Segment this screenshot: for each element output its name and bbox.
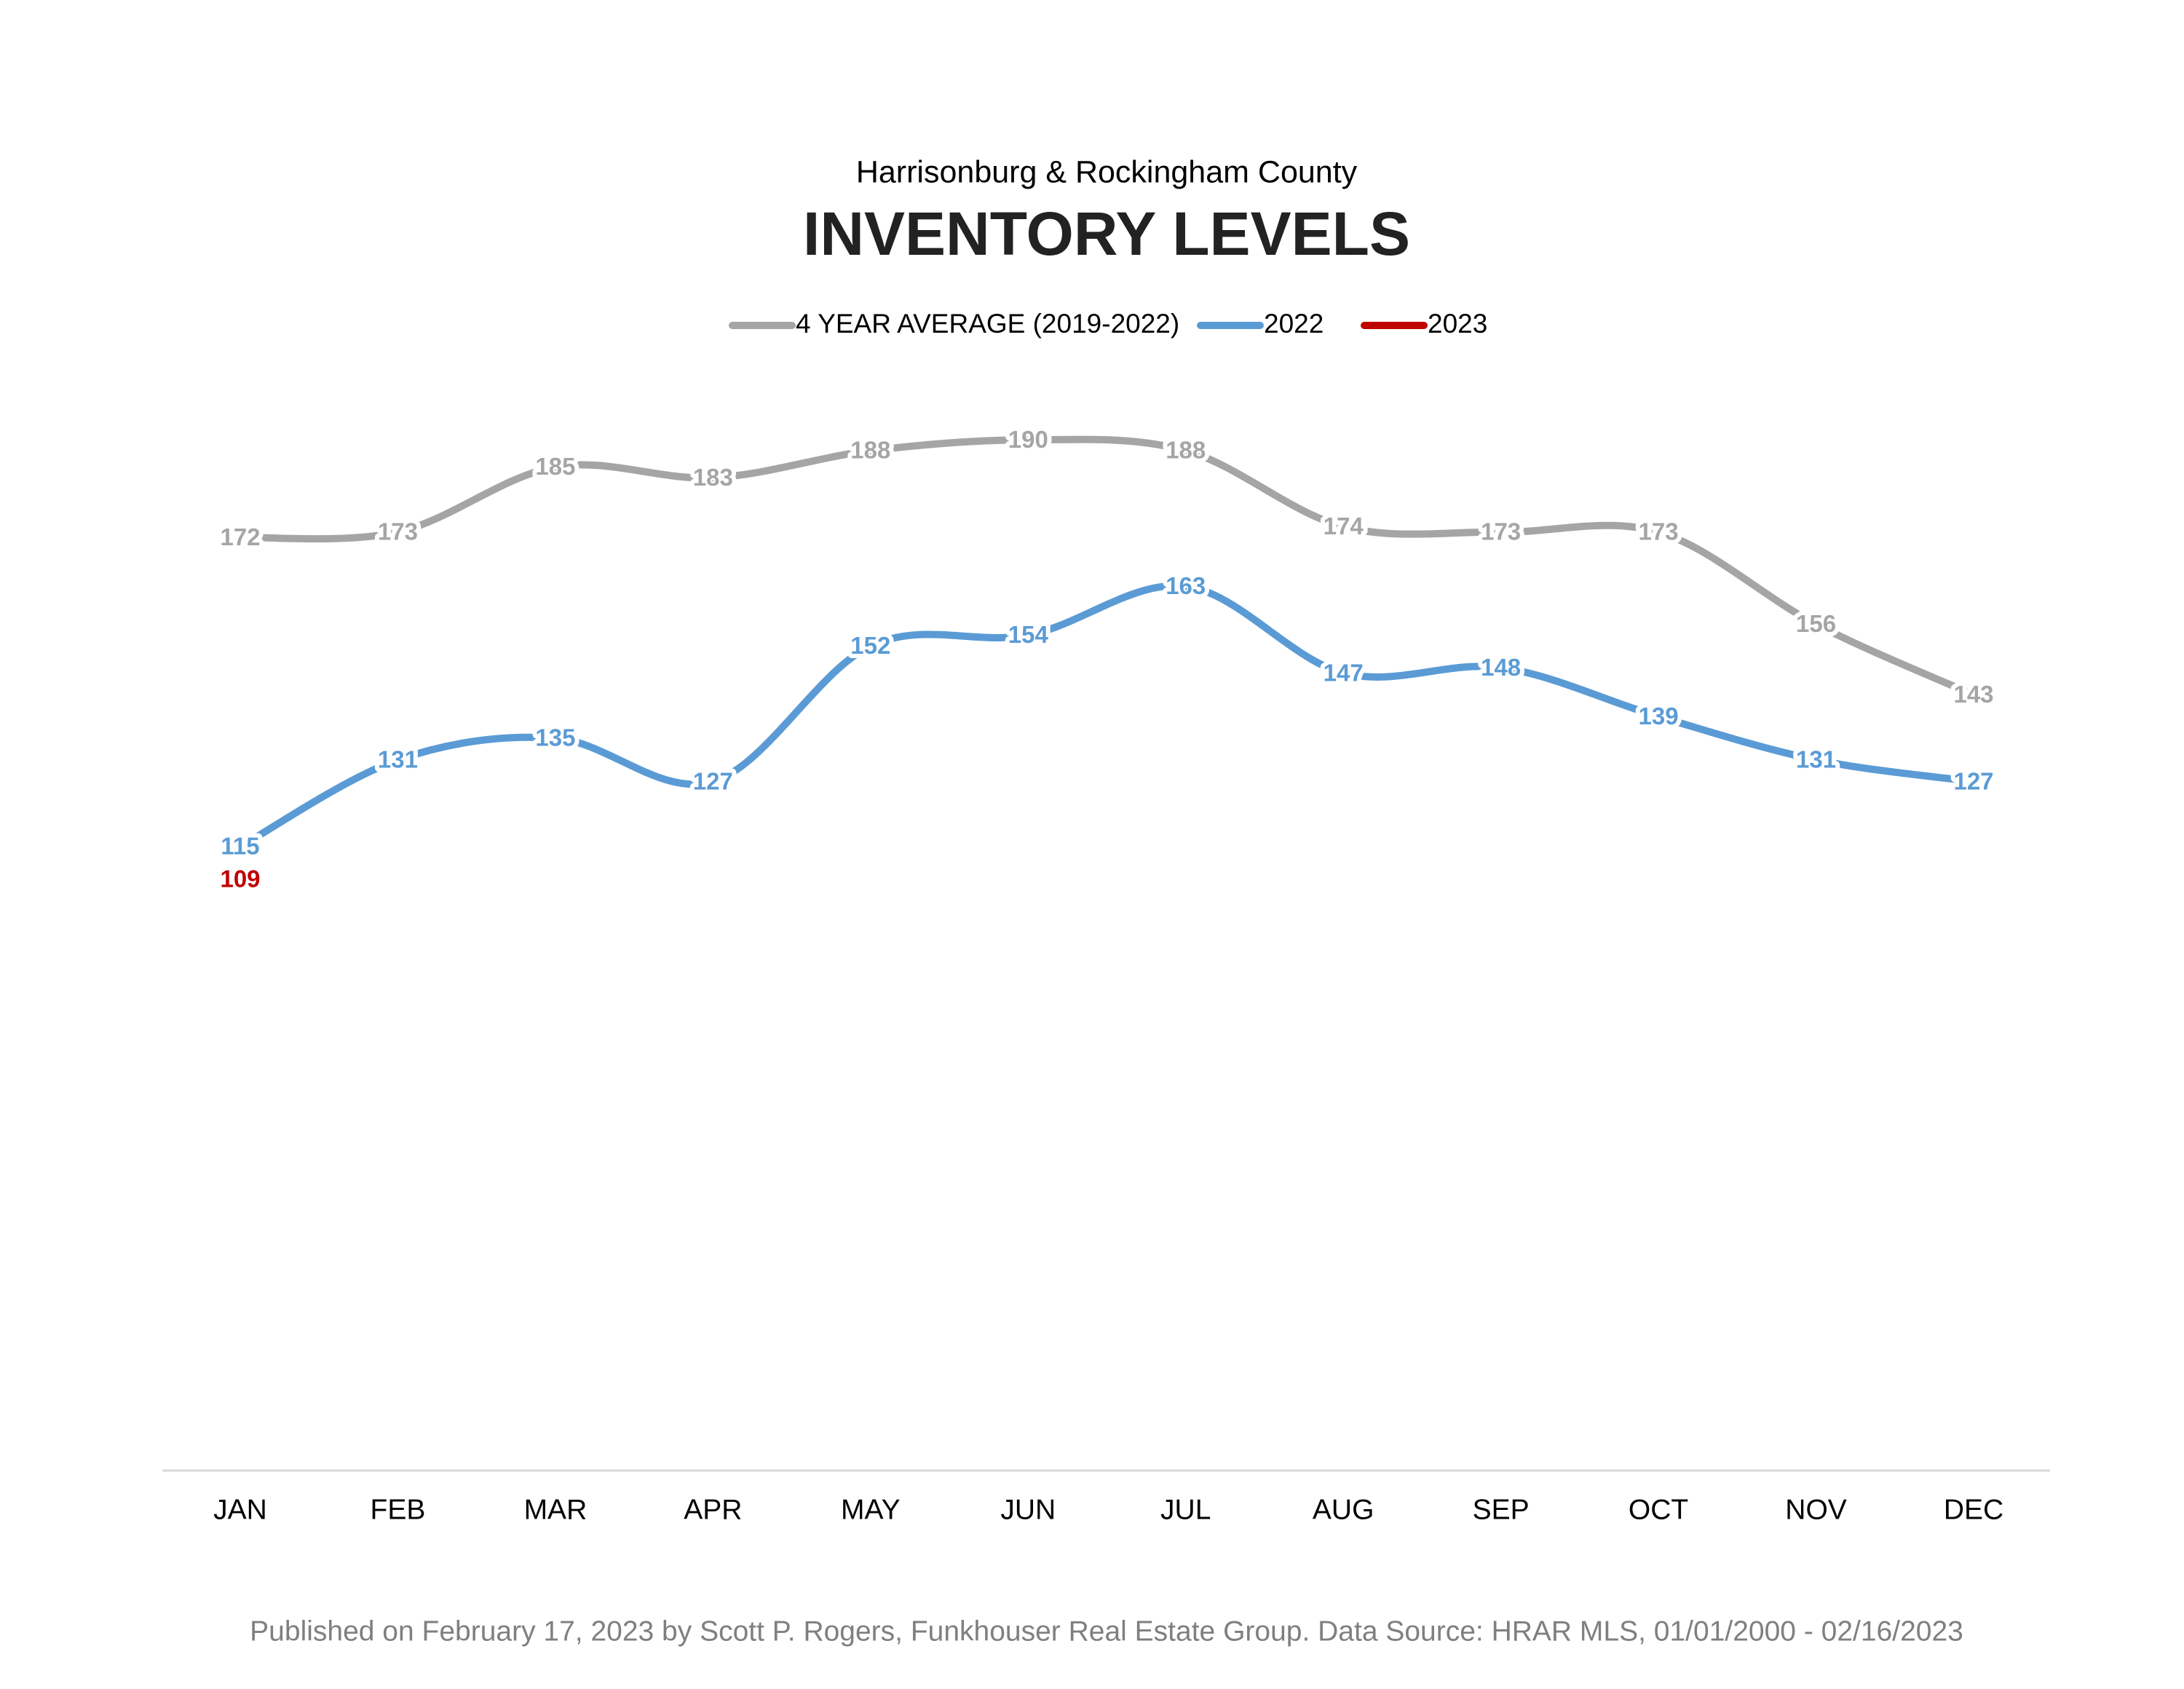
- data-label: 190: [1008, 426, 1048, 453]
- legend-label: 4 YEAR AVERAGE (2019-2022): [796, 309, 1179, 339]
- legend-label: 2022: [1264, 309, 1324, 339]
- data-label: 143: [1953, 681, 1993, 708]
- data-label: 163: [1166, 572, 1206, 599]
- data-label: 109: [220, 865, 260, 892]
- x-tick-label: APR: [684, 1494, 742, 1525]
- data-label: 173: [1639, 518, 1679, 545]
- x-tick-label: JUN: [1000, 1494, 1056, 1525]
- data-label: 173: [1481, 518, 1521, 545]
- data-label: 127: [693, 767, 733, 794]
- data-label: 147: [1324, 659, 1364, 686]
- x-tick-label: MAR: [524, 1494, 587, 1525]
- data-label: 183: [693, 464, 733, 491]
- series-line: [237, 435, 1977, 699]
- x-tick-label: OCT: [1629, 1494, 1688, 1525]
- x-tick-label: MAY: [841, 1494, 901, 1525]
- data-label: 152: [850, 632, 890, 659]
- chart-title: INVENTORY LEVELS: [803, 199, 1410, 268]
- data-label: 154: [1008, 621, 1049, 648]
- data-label: 174: [1324, 513, 1364, 539]
- chart-subtitle: Harrisonburg & Rockingham County: [856, 154, 1358, 189]
- data-label: 185: [535, 453, 575, 480]
- data-label: 127: [1953, 767, 1993, 794]
- x-tick-label: AUG: [1313, 1494, 1374, 1525]
- data-label: 148: [1481, 654, 1521, 681]
- data-label: 156: [1796, 610, 1836, 637]
- data-label: 115: [221, 833, 259, 860]
- data-label: 173: [378, 518, 418, 545]
- data-label: 172: [220, 523, 260, 550]
- x-tick-label: FEB: [371, 1494, 426, 1525]
- x-tick-label: JUL: [1160, 1494, 1211, 1525]
- footer: Published on February 17, 2023 by Scott …: [250, 1615, 1963, 1647]
- data-label: 188: [850, 437, 890, 464]
- data-label: 139: [1639, 703, 1679, 729]
- data-label: 135: [535, 724, 575, 751]
- legend-label: 2023: [1428, 309, 1487, 339]
- legend: 4 YEAR AVERAGE (2019-2022) 2022 2023: [729, 309, 1487, 339]
- data-label: 131: [378, 746, 418, 773]
- series-line: [237, 582, 1977, 851]
- x-tick-label: NOV: [1785, 1494, 1847, 1525]
- x-tick-label: DEC: [1944, 1494, 2003, 1525]
- data-label: 131: [1796, 746, 1836, 773]
- data-label: 188: [1166, 437, 1206, 464]
- x-tick-label: SEP: [1473, 1494, 1530, 1525]
- x-tick-label: JAN: [213, 1494, 267, 1525]
